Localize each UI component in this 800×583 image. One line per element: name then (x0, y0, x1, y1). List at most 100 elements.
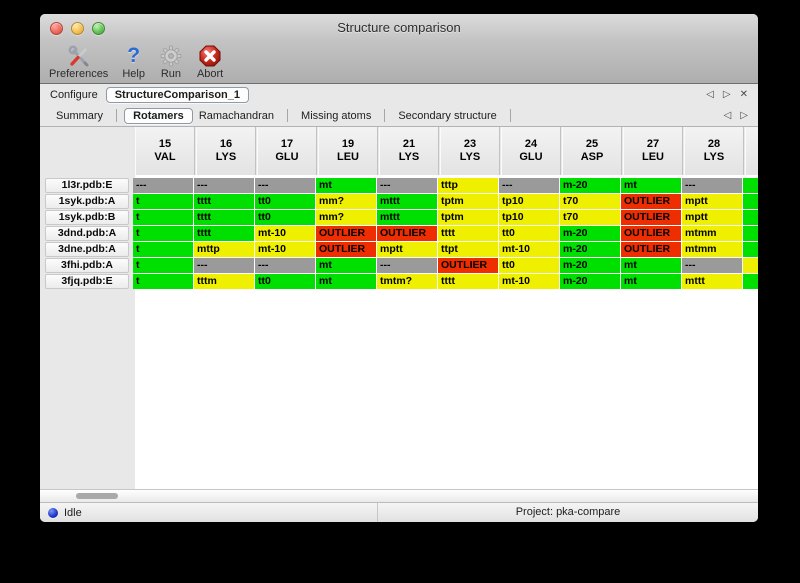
row-header[interactable]: 3fhi.pdb:A (45, 258, 129, 273)
rotamer-cell[interactable]: mm? (316, 194, 376, 209)
rotamer-cell[interactable]: t70 (560, 194, 620, 209)
rotamer-cell[interactable]: --- (255, 258, 315, 273)
rotamer-cell[interactable]: mt (316, 178, 376, 193)
preferences-button[interactable]: Preferences (49, 43, 108, 81)
row-header[interactable]: 1syk.pdb:A (45, 194, 129, 209)
row-header[interactable]: 1syk.pdb:B (45, 210, 129, 225)
rotamer-cell[interactable]: t70 (560, 210, 620, 225)
title-bar[interactable]: Structure comparison (40, 14, 758, 41)
help-button[interactable]: ? Help (122, 43, 145, 81)
rotamer-cell[interactable]: mt-10 (499, 274, 559, 289)
column-header[interactable]: 23 LYS (440, 127, 500, 175)
rotamer-cell[interactable]: m-20 (560, 178, 620, 193)
row-header[interactable]: 3dnd.pdb:A (45, 226, 129, 241)
rotamer-cell[interactable]: OUTLIER (316, 242, 376, 257)
column-header[interactable]: 19 LEU (318, 127, 378, 175)
horizontal-scrollbar[interactable] (40, 489, 758, 502)
tabs-prev-arrow[interactable]: ◁ (723, 110, 732, 121)
tab-secondary-structure[interactable]: Secondary structure (398, 109, 497, 122)
rotamer-cell[interactable]: mttp (194, 242, 254, 257)
rotamer-cell[interactable]: tttt (438, 274, 498, 289)
rotamer-cell[interactable]: --- (194, 258, 254, 273)
scrollbar-thumb[interactable] (76, 493, 118, 499)
row-header[interactable]: 3fjq.pdb:E (45, 274, 129, 289)
rotamer-cell[interactable]: t (133, 226, 193, 241)
config-close-icon[interactable]: ✕ (739, 89, 748, 100)
rotamer-cell-clipped[interactable] (743, 274, 758, 289)
column-header[interactable]: 24 GLU (501, 127, 561, 175)
rotamer-cell[interactable]: mt (621, 274, 681, 289)
rotamer-cell[interactable]: OUTLIER (438, 258, 498, 273)
rotamer-cell[interactable]: --- (682, 258, 742, 273)
config-prev-arrow[interactable]: ◁ (706, 89, 714, 100)
rotamer-cell[interactable]: mtmm (682, 226, 742, 241)
tab-ramachandran[interactable]: Ramachandran (198, 109, 275, 122)
rotamer-cell[interactable]: --- (377, 178, 437, 193)
rotamer-cell[interactable]: tptm (438, 210, 498, 225)
rotamer-cell[interactable]: tt0 (255, 210, 315, 225)
tab-missing-atoms[interactable]: Missing atoms (301, 109, 372, 122)
row-header[interactable]: 1l3r.pdb:E (45, 178, 129, 193)
tabs-next-arrow[interactable]: ▷ (740, 110, 748, 121)
config-next-arrow[interactable]: ▷ (722, 89, 731, 100)
column-header[interactable]: 28 LYS (684, 127, 744, 175)
column-header[interactable]: 15 VAL (135, 127, 195, 175)
rotamer-cell[interactable]: OUTLIER (621, 226, 681, 241)
rotamer-cell[interactable]: ttpt (438, 242, 498, 257)
rotamer-cell[interactable]: tt0 (499, 226, 559, 241)
rotamer-cell[interactable]: tt0 (255, 274, 315, 289)
rotamer-cell[interactable]: --- (377, 258, 437, 273)
rotamer-cell[interactable]: mtmm (682, 242, 742, 257)
column-header[interactable]: 25 ASP (562, 127, 622, 175)
rotamer-cell[interactable]: mt (316, 274, 376, 289)
rotamer-cell[interactable]: mm? (316, 210, 376, 225)
tab-summary[interactable]: Summary (56, 109, 104, 122)
rotamer-cell[interactable]: OUTLIER (377, 226, 437, 241)
rotamer-cell[interactable]: mt-10 (255, 226, 315, 241)
rotamer-cell[interactable]: tttm (194, 274, 254, 289)
rotamer-cell[interactable]: --- (194, 178, 254, 193)
rotamer-cell[interactable]: tt0 (499, 258, 559, 273)
column-header[interactable]: 27 LEU (623, 127, 683, 175)
rotamer-cell[interactable]: mt (316, 258, 376, 273)
rotamer-cell[interactable]: mttt (682, 274, 742, 289)
close-window-button[interactable] (50, 22, 63, 35)
rotamer-cell[interactable]: tttt (194, 226, 254, 241)
zoom-window-button[interactable] (92, 22, 105, 35)
rotamer-cell-clipped[interactable] (743, 194, 758, 209)
rotamer-cell-clipped[interactable] (743, 210, 758, 225)
rotamer-cell[interactable]: mttt (377, 194, 437, 209)
rotamer-cell[interactable]: tttp (438, 178, 498, 193)
rotamer-cell[interactable]: tptm (438, 194, 498, 209)
rotamer-cell[interactable]: m-20 (560, 274, 620, 289)
rotamer-cell[interactable]: mt (621, 178, 681, 193)
column-header[interactable]: 17 GLU (257, 127, 317, 175)
rotamer-cell[interactable]: mt-10 (255, 242, 315, 257)
rotamer-cell[interactable]: tttt (438, 226, 498, 241)
rotamer-cell[interactable]: t (133, 210, 193, 225)
run-button[interactable]: Run (159, 43, 183, 81)
rotamer-cell[interactable]: OUTLIER (621, 194, 681, 209)
rotamer-cell[interactable]: --- (499, 178, 559, 193)
rotamer-cell[interactable]: mptt (682, 194, 742, 209)
rotamer-cell[interactable]: OUTLIER (316, 226, 376, 241)
rotamer-cell[interactable]: m-20 (560, 258, 620, 273)
rotamer-cell[interactable]: --- (255, 178, 315, 193)
rotamer-cell[interactable]: tp10 (499, 194, 559, 209)
rotamer-cell[interactable]: tttt (194, 194, 254, 209)
column-header[interactable]: 16 LYS (196, 127, 256, 175)
rotamer-cell[interactable]: OUTLIER (621, 210, 681, 225)
rotamer-cell[interactable]: --- (682, 178, 742, 193)
rotamer-cell[interactable]: m-20 (560, 226, 620, 241)
row-header[interactable]: 3dne.pdb:A (45, 242, 129, 257)
abort-button[interactable]: Abort (197, 43, 223, 81)
rotamer-cell-clipped[interactable] (743, 258, 758, 273)
rotamer-cell[interactable]: tp10 (499, 210, 559, 225)
rotamer-cell[interactable]: mttt (377, 210, 437, 225)
rotamer-cell[interactable]: tt0 (255, 194, 315, 209)
rotamer-cell[interactable]: mptt (682, 210, 742, 225)
rotamer-cell[interactable]: t (133, 194, 193, 209)
rotamer-cell[interactable]: t (133, 242, 193, 257)
rotamer-cell[interactable]: tmtm? (377, 274, 437, 289)
rotamer-cell-clipped[interactable] (743, 226, 758, 241)
